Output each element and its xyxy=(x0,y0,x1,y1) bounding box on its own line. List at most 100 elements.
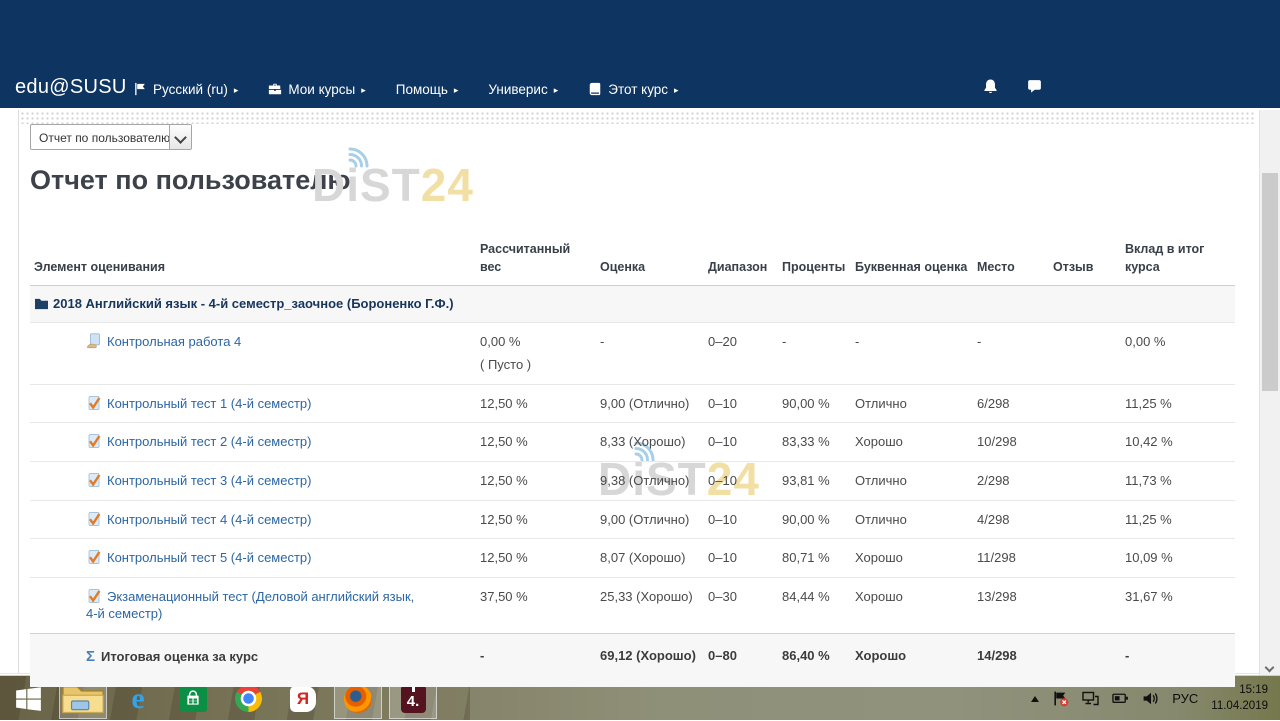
cell-rank: 11/298 xyxy=(977,538,1053,578)
cell-percentage: 84,44 % xyxy=(782,576,855,634)
assignment-icon xyxy=(86,333,102,349)
network-icon[interactable] xyxy=(1082,690,1099,707)
cell-feedback xyxy=(1053,499,1125,539)
system-tray: РУС 15:19 11.04.2019 xyxy=(1031,676,1274,721)
cell-letter: Отлично xyxy=(855,499,977,539)
cell-range: 0–10 xyxy=(708,383,782,423)
notifications-bell-icon[interactable] xyxy=(982,78,999,95)
cell-range: 0–80 xyxy=(708,632,782,687)
caret-icon: ▸ xyxy=(233,84,239,95)
cell-range: 0–10 xyxy=(708,538,782,578)
page-scrollbar[interactable] xyxy=(1259,110,1280,675)
store-bag-icon xyxy=(187,689,199,705)
cell-percentage: 80,71 % xyxy=(782,538,855,578)
show-hidden-icons-button[interactable] xyxy=(1031,695,1040,702)
cell-grade: - xyxy=(600,321,708,385)
cell-contribution: 0,00 % xyxy=(1125,321,1235,385)
grade-item-link[interactable]: Экзаменационный тест (Деловой английский… xyxy=(86,588,415,622)
table-row: Контрольный тест 2 (4-й семестр) 12,50 %… xyxy=(30,422,1235,462)
col-range: Диапазон xyxy=(708,226,782,287)
cell-feedback xyxy=(1053,460,1125,501)
cell-feedback xyxy=(1053,422,1125,462)
language-indicator[interactable]: РУС xyxy=(1172,691,1199,706)
cell-feedback xyxy=(1053,576,1125,634)
grade-item-link[interactable]: Контрольный тест 5 (4-й семестр) xyxy=(86,550,311,565)
grade-item-link[interactable]: Контрольный тест 2 (4-й семестр) xyxy=(86,434,311,449)
cell-contribution: 31,67 % xyxy=(1125,576,1235,634)
site-logo[interactable]: edu@SUSU xyxy=(15,76,127,98)
action-center-flag-icon[interactable] xyxy=(1052,690,1069,707)
volume-icon[interactable] xyxy=(1142,690,1159,707)
menu-language[interactable]: Русский (ru) ▸ xyxy=(133,82,238,97)
cell-feedback xyxy=(1053,538,1125,578)
cell-letter: Отлично xyxy=(855,460,977,501)
folder-icon xyxy=(34,297,49,310)
user-report-table: Элемент оценивания Рассчитанный вес Оцен… xyxy=(30,226,1235,687)
cell-range: 0–10 xyxy=(708,422,782,462)
menu-univeris[interactable]: Универис ▸ xyxy=(488,81,559,97)
chrome-icon[interactable] xyxy=(224,679,272,719)
grade-item-link[interactable]: Контрольный тест 3 (4-й семестр) xyxy=(86,473,311,488)
cell-weight: 12,50 % xyxy=(480,383,600,423)
cell-weight: 12,50 % xyxy=(480,499,600,539)
navbar-actions xyxy=(982,78,1043,95)
cell-range: 0–10 xyxy=(708,460,782,501)
quiz-icon xyxy=(86,395,102,411)
grade-item-link[interactable]: Контрольный тест 1 (4-й семестр) xyxy=(86,396,311,411)
table-row: Экзаменационный тест (Деловой английский… xyxy=(30,576,1235,634)
windows-store-icon[interactable] xyxy=(169,679,217,719)
col-letter-grade: Буквенная оценка xyxy=(855,226,977,287)
menu-help[interactable]: Помощь ▸ xyxy=(395,81,459,97)
col-contribution: Вклад в итог курса xyxy=(1125,226,1235,287)
col-feedback: Отзыв xyxy=(1053,226,1125,287)
cell-letter: Хорошо xyxy=(855,632,977,687)
table-row: Контрольный тест 1 (4-й семестр) 12,50 %… xyxy=(30,383,1235,423)
cell-rank: 13/298 xyxy=(977,576,1053,634)
cell-range: 0–10 xyxy=(708,499,782,539)
messages-chat-icon[interactable] xyxy=(1026,78,1043,95)
cell-percentage: 86,40 % xyxy=(782,632,855,687)
battery-icon[interactable] xyxy=(1112,690,1129,707)
col-grade-item: Элемент оценивания xyxy=(30,226,480,287)
yandex-browser-icon[interactable]: Я xyxy=(279,679,327,719)
cell-contribution: 11,25 % xyxy=(1125,499,1235,539)
cell-rank: 10/298 xyxy=(977,422,1053,462)
report-type-value: Отчет по пользователю xyxy=(39,131,169,145)
quiz-icon xyxy=(86,472,102,488)
cell-grade: 25,33 (Хорошо) xyxy=(600,576,708,634)
main-menu: Русский (ru) ▸ Мои курсы ▸ Помощь ▸ Унив… xyxy=(133,76,679,102)
internet-explorer-icon[interactable]: e xyxy=(131,681,145,715)
scrollbar-down-arrow-icon[interactable] xyxy=(1264,662,1275,673)
quiz-icon xyxy=(86,588,102,604)
scrollbar-thumb[interactable] xyxy=(1262,173,1278,391)
menu-this-course[interactable]: Этот курс ▸ xyxy=(588,82,679,97)
cell-feedback xyxy=(1053,383,1125,423)
cell-contribution: 10,09 % xyxy=(1125,538,1235,578)
wifi-arcs-icon xyxy=(348,147,369,168)
cell-rank: 4/298 xyxy=(977,499,1053,539)
cell-grade: 69,12 (Хорошо) xyxy=(600,632,708,687)
flag-icon xyxy=(135,82,145,96)
cell-contribution: 11,25 % xyxy=(1125,383,1235,423)
cell-percentage: 90,00 % xyxy=(782,383,855,423)
caret-icon: ▸ xyxy=(674,84,679,95)
page-title: Отчет по пользователю xyxy=(30,165,351,195)
grade-item-link[interactable]: Контрольный тест 4 (4-й семестр) xyxy=(86,512,311,527)
cell-feedback xyxy=(1053,632,1125,687)
table-header-row: Элемент оценивания Рассчитанный вес Оцен… xyxy=(30,226,1235,287)
cell-percentage: - xyxy=(782,321,855,385)
briefcase-icon xyxy=(269,83,282,95)
start-button[interactable] xyxy=(4,679,52,719)
cell-rank: 2/298 xyxy=(977,460,1053,501)
cell-percentage: 83,33 % xyxy=(782,422,855,462)
clock[interactable]: 15:19 11.04.2019 xyxy=(1211,683,1274,714)
course-category-title: 2018 Английский язык - 4-й семестр_заочн… xyxy=(53,296,454,312)
select-dropdown-arrow-icon[interactable] xyxy=(169,125,191,149)
table-row: Контрольная работа 4 0,00 %( Пусто ) - 0… xyxy=(30,321,1235,385)
col-rank: Место xyxy=(977,226,1053,287)
cell-weight: 0,00 %( Пусто ) xyxy=(480,321,600,385)
tray-time: 15:19 xyxy=(1239,683,1268,696)
menu-my-courses[interactable]: Мои курсы ▸ xyxy=(268,82,366,97)
grade-item-link[interactable]: Контрольная работа 4 xyxy=(86,334,241,349)
report-type-select[interactable]: Отчет по пользователю xyxy=(30,124,192,150)
